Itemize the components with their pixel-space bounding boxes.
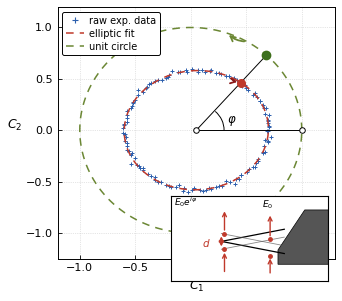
X-axis label: $C_1$: $C_1$ bbox=[188, 279, 204, 294]
Text: $\varphi$: $\varphi$ bbox=[227, 114, 237, 128]
Legend: raw exp. data, elliptic fit, unit circle: raw exp. data, elliptic fit, unit circle bbox=[63, 12, 160, 55]
Text: $E_0$: $E_0$ bbox=[262, 198, 274, 211]
Text: $E_0 e^{i\varphi}$: $E_0 e^{i\varphi}$ bbox=[174, 195, 198, 209]
Text: $d$: $d$ bbox=[202, 237, 211, 249]
Y-axis label: $C_2$: $C_2$ bbox=[7, 118, 22, 133]
Polygon shape bbox=[278, 210, 328, 264]
